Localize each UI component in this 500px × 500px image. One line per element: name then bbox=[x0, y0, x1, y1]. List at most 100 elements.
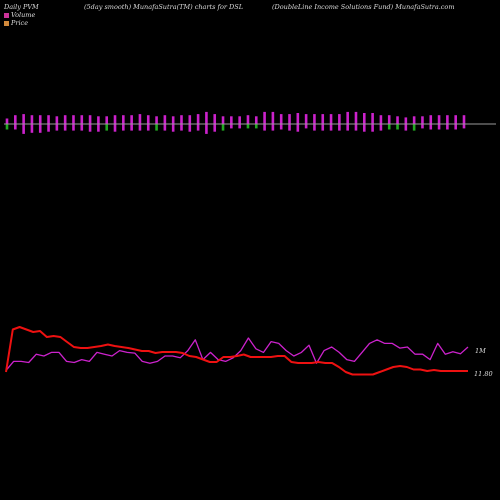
volume-bar-up bbox=[189, 115, 192, 124]
volume-bar-down bbox=[330, 124, 333, 131]
volume-bar-up bbox=[454, 115, 457, 124]
volume-bar-up bbox=[396, 116, 399, 124]
volume-bar-down bbox=[139, 124, 142, 131]
volume-bar-up bbox=[114, 115, 117, 124]
volume-bar-down bbox=[438, 124, 441, 130]
volume-bar-down bbox=[72, 124, 75, 131]
volume-bar-down bbox=[288, 124, 291, 131]
volume-bar-down bbox=[321, 124, 324, 131]
volume-bar-up bbox=[388, 115, 391, 124]
volume-bar-down bbox=[363, 124, 366, 132]
volume-bar-down bbox=[222, 124, 225, 131]
volume-bar-up bbox=[371, 113, 374, 124]
volume-bar-down bbox=[39, 124, 42, 133]
volume-bar-up bbox=[80, 115, 83, 124]
volume-bar-down bbox=[446, 124, 449, 130]
volume-bar-down bbox=[114, 124, 117, 132]
volume-bar-up bbox=[14, 115, 17, 124]
volume-bar-down bbox=[263, 124, 266, 131]
volume-bar-down bbox=[247, 124, 250, 128]
volume-bar-down bbox=[388, 124, 391, 130]
volume-bar-up bbox=[438, 115, 441, 124]
volume-bar-down bbox=[130, 124, 133, 131]
volume-bar-down bbox=[355, 124, 358, 131]
volume-bar-up bbox=[31, 115, 34, 124]
volume-bar-up bbox=[230, 116, 233, 124]
volume-bar-up bbox=[47, 115, 50, 124]
volume-bar-up bbox=[122, 115, 125, 124]
volume-bar-down bbox=[47, 124, 50, 132]
volume-bar-up bbox=[305, 114, 308, 124]
volume-bar-down bbox=[238, 124, 241, 128]
volume-bar-down bbox=[189, 124, 192, 132]
volume-bar-up bbox=[238, 116, 241, 124]
volume-bar-up bbox=[355, 112, 358, 124]
volume-bar-down bbox=[80, 124, 83, 131]
volume-bar-up bbox=[255, 116, 258, 124]
volume-bar-down bbox=[105, 124, 108, 131]
volume-bar-down bbox=[122, 124, 125, 131]
volume-bar-down bbox=[31, 124, 34, 133]
volume-bar-down bbox=[380, 124, 383, 131]
volume-bar-up bbox=[380, 115, 383, 124]
volume-bar-down bbox=[56, 124, 59, 131]
volume-bar-down bbox=[338, 124, 341, 131]
volume-bar-up bbox=[56, 116, 59, 124]
volume-bar-down bbox=[421, 124, 424, 128]
volume-bar-up bbox=[247, 115, 250, 124]
volume-bar-down bbox=[454, 124, 457, 130]
volume-bar-down bbox=[305, 124, 308, 128]
volume-bar-up bbox=[155, 116, 158, 124]
volume-bar-down bbox=[164, 124, 167, 131]
volume-bar-down bbox=[147, 124, 150, 131]
price-end-label: 11.80 bbox=[474, 370, 493, 378]
volume-bar-up bbox=[213, 114, 216, 124]
volume-bar-up bbox=[164, 115, 167, 124]
volume-bar-down bbox=[371, 124, 374, 132]
volume-bar-up bbox=[97, 116, 100, 124]
volume-bar-up bbox=[89, 115, 92, 124]
volume-bar-up bbox=[147, 115, 150, 124]
volume-bar-up bbox=[197, 114, 200, 124]
volume-bar-down bbox=[396, 124, 399, 130]
volume-bar-down bbox=[297, 124, 300, 132]
volume-bar-down bbox=[313, 124, 316, 131]
volume-bar-down bbox=[64, 124, 67, 131]
volume-bar-up bbox=[313, 114, 316, 124]
volume-bar-up bbox=[130, 115, 133, 124]
volume-bar-up bbox=[105, 116, 108, 124]
volume-bar-down bbox=[463, 124, 466, 128]
volume-bar-up bbox=[263, 112, 266, 124]
volume-bar-up bbox=[338, 114, 341, 124]
volume-bar-down bbox=[413, 124, 416, 131]
volume-bar-up bbox=[272, 112, 275, 124]
volume-bar-up bbox=[405, 117, 408, 124]
volume-bar-up bbox=[222, 116, 225, 124]
volume-bar-down bbox=[180, 124, 183, 131]
volume-bar-up bbox=[22, 114, 25, 124]
volume-bar-up bbox=[139, 114, 142, 124]
volume-bar-up bbox=[446, 115, 449, 124]
volume-bar-up bbox=[330, 114, 333, 124]
volume-bar-down bbox=[205, 124, 208, 134]
volume-bar-down bbox=[22, 124, 25, 134]
volume-bar-up bbox=[72, 115, 75, 124]
volume-bar-up bbox=[413, 116, 416, 124]
volume-bar-down bbox=[172, 124, 175, 132]
volume-bar-down bbox=[14, 124, 17, 130]
volume-bar-up bbox=[321, 114, 324, 124]
volume-bar-down bbox=[97, 124, 100, 132]
volume-bar-up bbox=[180, 115, 183, 124]
price-line bbox=[6, 327, 468, 375]
volume-bar-up bbox=[172, 116, 175, 124]
volume-bar-down bbox=[213, 124, 216, 132]
volume-bar-down bbox=[272, 124, 275, 131]
volume-bar-down bbox=[280, 124, 283, 130]
volume-bar-up bbox=[463, 115, 466, 124]
volume-bar-up bbox=[205, 112, 208, 124]
volume-bar-down bbox=[197, 124, 200, 131]
volume-bar-up bbox=[429, 115, 432, 124]
volume-bar-up bbox=[39, 115, 42, 124]
